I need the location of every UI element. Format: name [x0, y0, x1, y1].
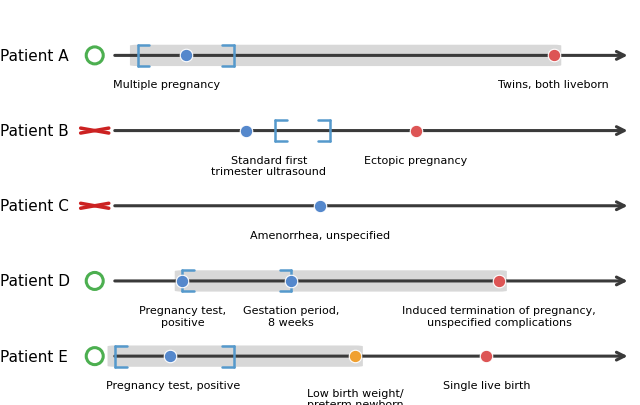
Text: Low birth weight/
preterm newborn: Low birth weight/ preterm newborn: [307, 388, 403, 405]
Text: Pregnancy test, positive: Pregnancy test, positive: [106, 380, 240, 390]
FancyBboxPatch shape: [175, 271, 507, 292]
Text: Gestation period,
8 weeks: Gestation period, 8 weeks: [243, 305, 339, 327]
Text: Patient D: Patient D: [0, 274, 70, 289]
Text: Ectopic pregnancy: Ectopic pregnancy: [364, 155, 468, 165]
FancyBboxPatch shape: [130, 46, 561, 67]
Text: Amenorrhea, unspecified: Amenorrhea, unspecified: [250, 230, 390, 240]
Text: Single live birth: Single live birth: [443, 380, 530, 390]
Text: Multiple pregnancy: Multiple pregnancy: [113, 80, 220, 90]
FancyBboxPatch shape: [108, 345, 363, 367]
Text: Twins, both liveborn: Twins, both liveborn: [498, 80, 609, 90]
Text: Standard first
trimester ultrasound: Standard first trimester ultrasound: [211, 155, 326, 177]
Text: Patient A: Patient A: [0, 49, 68, 64]
Text: Patient C: Patient C: [0, 199, 69, 214]
Text: Patient B: Patient B: [0, 124, 68, 139]
Text: Pregnancy test,
positive: Pregnancy test, positive: [139, 305, 226, 327]
Text: Induced termination of pregnancy,
unspecified complications: Induced termination of pregnancy, unspec…: [403, 305, 596, 327]
Text: Patient E: Patient E: [0, 349, 68, 364]
